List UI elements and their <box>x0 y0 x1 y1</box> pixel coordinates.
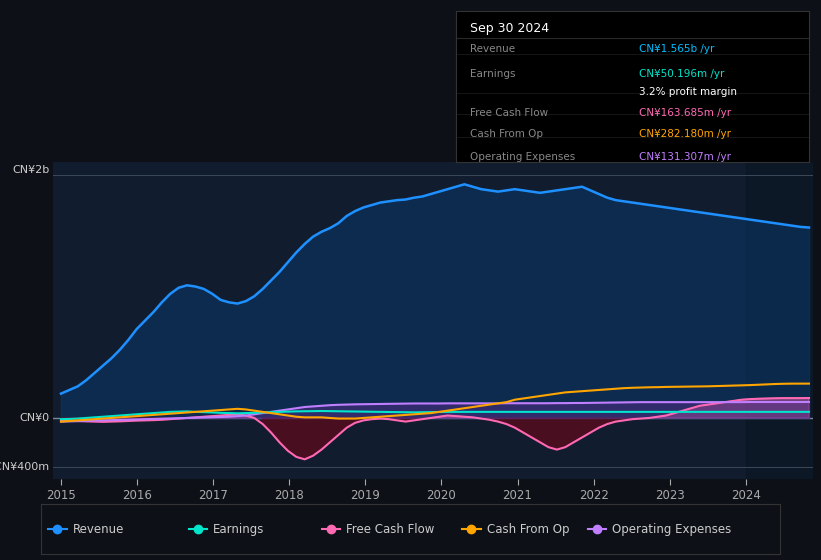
Text: CN¥1.565b /yr: CN¥1.565b /yr <box>640 44 714 54</box>
Text: CN¥163.685m /yr: CN¥163.685m /yr <box>640 108 732 118</box>
Text: Sep 30 2024: Sep 30 2024 <box>470 22 549 35</box>
Text: Free Cash Flow: Free Cash Flow <box>470 108 548 118</box>
Text: CN¥0: CN¥0 <box>20 413 49 423</box>
Text: Cash From Op: Cash From Op <box>487 522 569 536</box>
Text: 3.2% profit margin: 3.2% profit margin <box>640 87 737 97</box>
Text: Operating Expenses: Operating Expenses <box>612 522 732 536</box>
Text: Revenue: Revenue <box>470 44 515 54</box>
Text: CN¥282.180m /yr: CN¥282.180m /yr <box>640 129 732 139</box>
Text: CN¥131.307m /yr: CN¥131.307m /yr <box>640 152 732 162</box>
Bar <box>745 162 817 479</box>
Text: Free Cash Flow: Free Cash Flow <box>346 522 434 536</box>
Text: CN¥2b: CN¥2b <box>12 165 49 175</box>
Text: Operating Expenses: Operating Expenses <box>470 152 575 162</box>
Text: -CN¥400m: -CN¥400m <box>0 461 49 472</box>
Text: Revenue: Revenue <box>73 522 124 536</box>
Text: Earnings: Earnings <box>470 69 516 78</box>
Text: Earnings: Earnings <box>213 522 264 536</box>
Text: Cash From Op: Cash From Op <box>470 129 543 139</box>
Text: CN¥50.196m /yr: CN¥50.196m /yr <box>640 69 725 78</box>
